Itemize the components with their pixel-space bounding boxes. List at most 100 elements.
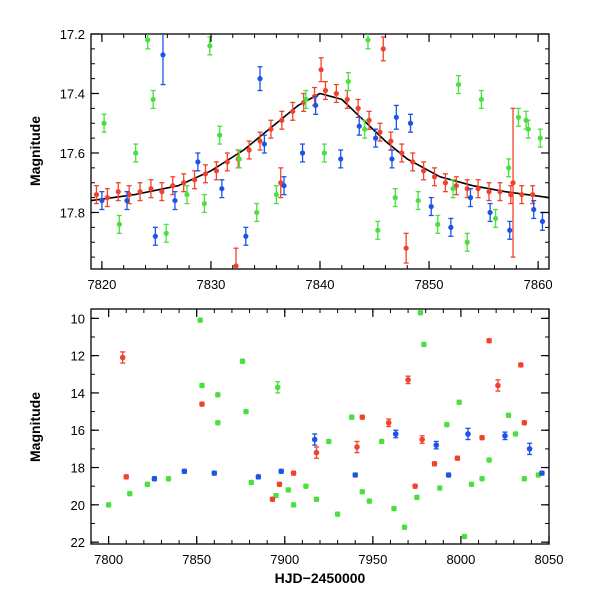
top-blue-point xyxy=(219,179,225,199)
bottom-red-point xyxy=(521,419,528,426)
top-red-point xyxy=(333,83,339,104)
bottom-green-point xyxy=(479,475,485,482)
top-green-point xyxy=(450,179,456,199)
top-green-point xyxy=(236,149,242,169)
bottom-green-point xyxy=(348,414,355,420)
top-green-point xyxy=(133,143,139,163)
top-green-point xyxy=(362,119,368,139)
top-red-point xyxy=(104,188,110,208)
top-red-point xyxy=(420,161,427,181)
bottom-green-point xyxy=(199,382,205,389)
bottom-green-point xyxy=(468,481,475,488)
top-green-point xyxy=(321,143,327,163)
bottom-y-tick-label: 16 xyxy=(71,423,85,438)
bottom-red-point xyxy=(359,414,366,420)
top-green-point xyxy=(303,89,309,110)
top-green-point xyxy=(163,223,169,243)
bottom-green-point xyxy=(285,487,292,493)
bottom-blue-point xyxy=(311,433,318,446)
bottom-x-tick-label: 7850 xyxy=(182,552,211,567)
top-red-point xyxy=(159,182,165,202)
top-x-tick-label: 7850 xyxy=(415,277,444,292)
bottom-green-point xyxy=(461,533,468,540)
top-red-point xyxy=(224,152,230,172)
top-green-point xyxy=(523,110,529,130)
top-x-tick-label: 7840 xyxy=(306,277,335,292)
bottom-green-point xyxy=(274,381,281,394)
bottom-green-point xyxy=(401,524,408,531)
bottom-blue-point xyxy=(539,470,545,476)
top-red-point xyxy=(344,89,350,110)
top-green-point xyxy=(254,202,260,223)
bottom-green-point xyxy=(126,490,133,497)
top-red-point xyxy=(137,182,143,202)
top-blue-point xyxy=(338,149,344,169)
top-red-point xyxy=(399,143,405,163)
top-y-tick-label: 17.8 xyxy=(60,205,85,220)
top-blue-point xyxy=(160,34,166,86)
top-red-point xyxy=(290,101,296,121)
top-blue-point xyxy=(389,149,395,169)
top-blue-point xyxy=(448,217,454,237)
top-y-axis-label: Magnitude xyxy=(27,116,43,186)
top-green-point xyxy=(150,89,156,110)
bottom-green-point xyxy=(105,502,112,508)
top-red-point xyxy=(213,161,220,181)
bottom-red-point xyxy=(479,434,485,441)
top-blue-point xyxy=(152,226,158,246)
top-red-point xyxy=(246,140,252,160)
top-blue-point xyxy=(299,143,306,163)
top-axes: 7820 7830 7840 7850 7860 17.2 17.4 17.6 17.8 xyxy=(60,27,553,292)
bottom-red-point xyxy=(199,401,205,407)
top-green-point xyxy=(217,125,223,145)
bottom-blue-point xyxy=(526,442,533,456)
bottom-blue-point xyxy=(502,431,508,441)
bottom-blue-point xyxy=(445,472,452,478)
top-blue-point xyxy=(539,211,546,231)
top-red-point xyxy=(268,119,274,139)
top-model-curve xyxy=(91,92,549,202)
top-green-point xyxy=(101,113,107,133)
bottom-green-point xyxy=(239,358,246,365)
top-red-point xyxy=(442,173,449,193)
bottom-y-tick-label: 10 xyxy=(71,311,85,326)
bottom-green-point xyxy=(359,488,366,495)
top-red-point xyxy=(403,232,409,264)
bottom-green-point xyxy=(391,505,397,512)
top-blue-point xyxy=(261,134,267,154)
bottom-red-point xyxy=(486,337,492,344)
bottom-red-point xyxy=(412,483,418,489)
bottom-green-point xyxy=(456,399,462,406)
top-green-point xyxy=(201,193,208,214)
top-blue-point xyxy=(487,202,493,223)
top-panel: 7820 7830 7840 7850 7860 17.2 17.4 17.6 17.8 Mag… xyxy=(27,27,553,292)
top-y-tick-label: 17.6 xyxy=(60,146,85,161)
top-green-point xyxy=(435,214,441,234)
top-blue-point xyxy=(467,188,474,208)
bottom-blue-point xyxy=(352,472,359,478)
bottom-green-point xyxy=(290,502,297,508)
top-green-point xyxy=(537,128,543,148)
bottom-green-point xyxy=(444,421,450,428)
bottom-green-point xyxy=(512,431,519,437)
top-blue-point xyxy=(195,152,201,172)
top-red-point xyxy=(431,167,438,187)
bottom-red-point xyxy=(123,474,130,480)
top-red-point xyxy=(278,167,284,199)
top-blue-point xyxy=(356,116,362,136)
bottom-red-point xyxy=(419,435,425,444)
top-red-point xyxy=(475,179,481,199)
top-red-point xyxy=(115,182,121,202)
bottom-y-tick-label: 22 xyxy=(71,535,85,550)
bottom-red-point xyxy=(405,375,411,385)
top-blue-point xyxy=(124,191,130,211)
top-red-point xyxy=(322,80,329,101)
top-red-point xyxy=(148,179,154,199)
bottom-green-point xyxy=(421,341,427,348)
bottom-y-tick-label: 12 xyxy=(71,349,85,364)
bottom-green-point xyxy=(436,485,443,491)
top-red-point xyxy=(233,247,239,269)
bottom-red-point xyxy=(269,496,276,503)
top-green-point xyxy=(207,36,213,56)
top-red-point xyxy=(202,164,209,184)
